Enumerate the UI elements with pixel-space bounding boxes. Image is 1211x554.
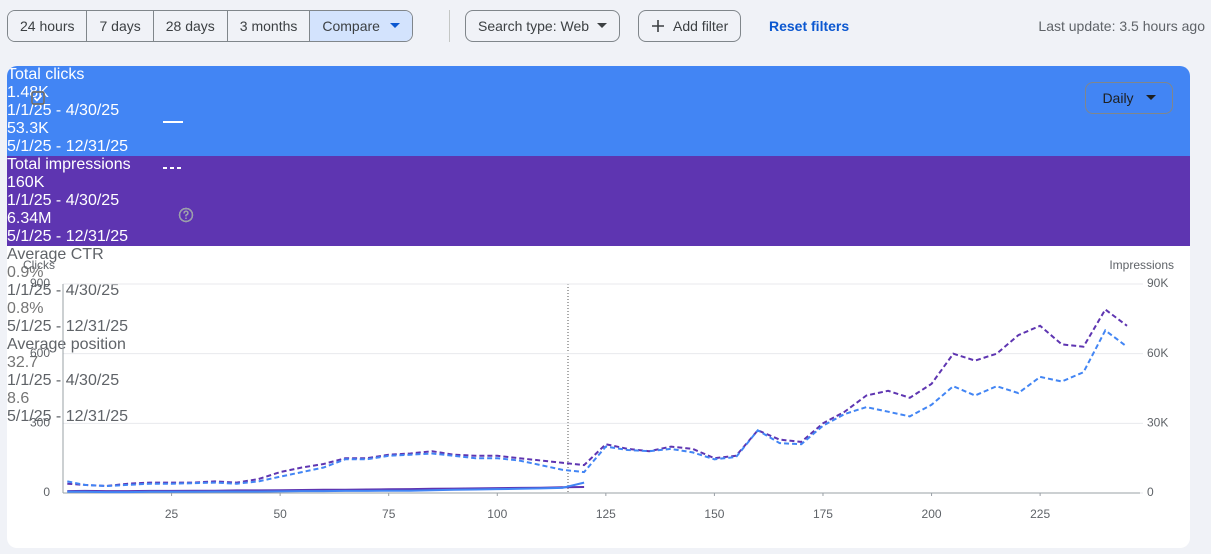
previous-line <box>67 328 1128 488</box>
x-tick-label: 225 <box>1030 507 1050 521</box>
x-tick-label: 75 <box>382 507 396 521</box>
metric-card[interactable]: Total impressions 160K 1/1/25 - 4/30/25 6.3… <box>7 91 1190 246</box>
y-axis-title: Clicks <box>23 258 55 272</box>
dropdown-icon <box>597 23 608 28</box>
range-button[interactable]: 28 days <box>153 11 228 41</box>
search-type-label: Search type: Web <box>478 18 590 34</box>
range-label: Compare <box>322 18 380 34</box>
help-glyph <box>183 210 189 219</box>
x-tick-label: 175 <box>813 507 833 521</box>
metric-label: Average CTR <box>7 246 104 263</box>
performance-panel: Daily Total clicks 1.48K 1/1/25 - 4/30/25 5… <box>7 66 1190 548</box>
y2-axis-title: Impressions <box>1109 258 1174 272</box>
add-filter-label: Add filter <box>673 18 729 34</box>
dropdown-icon <box>1145 95 1156 100</box>
y2-tick-label: 90K <box>1147 276 1168 290</box>
y-tick-label: 300 <box>30 416 50 430</box>
y2-tick-label: 60K <box>1147 346 1168 360</box>
metric-range: 1/1/25 - 4/30/25 <box>7 102 120 119</box>
range-label: 28 days <box>165 18 215 34</box>
legend-line <box>163 167 183 169</box>
help-icon <box>178 207 194 223</box>
metric-card[interactable]: Average position 32.7 1/1/25 - 4/30/25 8.6 5… <box>7 91 1190 426</box>
y2-tick-label: 30K <box>1147 416 1168 430</box>
metric-label: Average position <box>7 336 126 353</box>
metric-range: 1/1/25 - 4/30/25 <box>7 192 120 209</box>
metric-card[interactable]: Average CTR 0.9% 1/1/25 - 4/30/25 0.8% 5/1/2… <box>7 91 1190 336</box>
divider <box>449 10 450 42</box>
metric-label: Total impressions <box>7 156 131 173</box>
metric-label: Total clicks <box>7 66 85 83</box>
current-line <box>67 481 585 494</box>
metric-value: 53.3K <box>7 120 49 137</box>
range-button[interactable]: 24 hours <box>8 11 88 41</box>
metric-value: 8.6 <box>7 390 30 407</box>
plus-icon <box>652 20 664 32</box>
checkbox-box <box>31 91 45 105</box>
y-tick-label: 600 <box>30 346 50 360</box>
x-tick-label: 100 <box>487 507 507 521</box>
granularity-select[interactable]: Daily <box>1085 82 1173 114</box>
checkmark <box>33 94 43 102</box>
range-label: 24 hours <box>20 18 75 34</box>
metric-value: 0.9% <box>7 264 44 281</box>
metric-range: 5/1/25 - 12/31/25 <box>7 138 128 155</box>
x-tick-label: 150 <box>704 507 724 521</box>
previous-line <box>67 308 1128 488</box>
last-update: Last update: 3.5 hours ago <box>1038 18 1205 34</box>
range-label: 3 months <box>239 18 298 34</box>
reset-filters-link[interactable]: Reset filters <box>769 18 850 34</box>
date-range-group: 24 hours 7 days 28 days 3 months Compare <box>7 10 413 42</box>
x-tick-label: 25 <box>165 507 179 521</box>
checkbox <box>31 91 45 105</box>
x-tick-label: 125 <box>596 507 616 521</box>
metric-card[interactable]: Total clicks 1.48K 1/1/25 - 4/30/25 53.3K 5/… <box>7 66 1190 223</box>
y-tick-label: 900 <box>30 276 50 290</box>
dropdown-icon <box>389 23 400 28</box>
add-filter-button[interactable]: Add filter <box>638 10 742 42</box>
y-tick-label: 0 <box>43 485 50 499</box>
search-type-button[interactable]: Search type: Web <box>465 10 621 42</box>
metric-range: 5/1/25 - 12/31/25 <box>7 408 128 425</box>
legend-line <box>163 121 183 123</box>
range-button[interactable]: 3 months <box>227 11 311 41</box>
metric-range: 5/1/25 - 12/31/25 <box>7 318 128 335</box>
range-button[interactable]: Compare <box>310 11 412 41</box>
metric-range: 5/1/25 - 12/31/25 <box>7 228 128 245</box>
chart: Clicks Impressions 0 300 600 900 0 30K 60K 90K 25 5… <box>23 258 1174 521</box>
help-circle <box>178 207 194 223</box>
range-button[interactable]: 7 days <box>87 11 154 41</box>
triangle <box>389 23 400 28</box>
metric-value: 160K <box>7 174 45 191</box>
x-tick-label: 200 <box>922 507 942 521</box>
x-tick-label: 50 <box>273 507 287 521</box>
granularity-label: Daily <box>1102 90 1134 106</box>
y2-tick-label: 0 <box>1147 485 1154 499</box>
metric-value: 6.34M <box>7 210 52 227</box>
metric-value: 1.48K <box>7 84 49 101</box>
metric-value: 32.7 <box>7 354 39 371</box>
range-label: 7 days <box>99 18 141 34</box>
metric-value: 0.8% <box>7 300 44 317</box>
